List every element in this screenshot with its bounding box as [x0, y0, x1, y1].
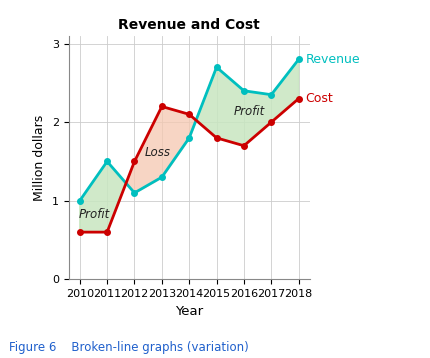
X-axis label: Year: Year	[175, 305, 203, 318]
Text: Revenue: Revenue	[306, 53, 360, 66]
Text: Profit: Profit	[79, 208, 111, 221]
Text: Figure 6    Broken-line graphs (variation): Figure 6 Broken-line graphs (variation)	[9, 342, 249, 354]
Text: Loss: Loss	[145, 145, 171, 159]
Text: Profit: Profit	[234, 106, 265, 118]
Text: Cost: Cost	[306, 92, 333, 105]
Y-axis label: Million dollars: Million dollars	[34, 115, 46, 200]
Title: Revenue and Cost: Revenue and Cost	[118, 18, 260, 32]
